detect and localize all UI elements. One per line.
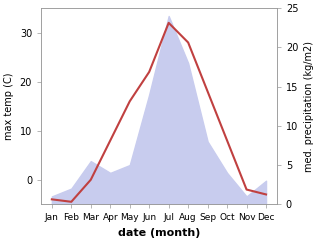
Y-axis label: med. precipitation (kg/m2): med. precipitation (kg/m2): [304, 41, 314, 172]
X-axis label: date (month): date (month): [118, 228, 200, 238]
Y-axis label: max temp (C): max temp (C): [4, 72, 14, 140]
